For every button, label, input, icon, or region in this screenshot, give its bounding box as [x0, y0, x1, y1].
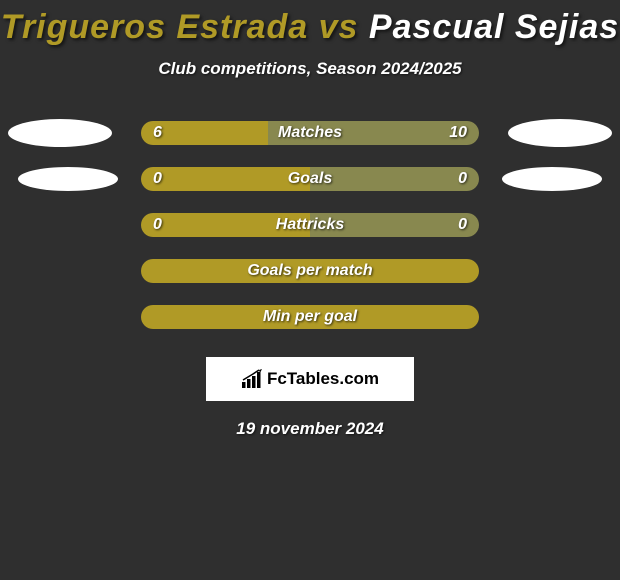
- stat-row: 0 0 Goals: [0, 167, 620, 191]
- stat-value-right: 10: [449, 124, 467, 142]
- stat-row: 6 10 Matches: [0, 121, 620, 145]
- stat-row: 0 0 Hattricks: [0, 213, 620, 237]
- stat-label: Goals: [288, 170, 332, 188]
- stat-bar: 0 0 Hattricks: [141, 213, 479, 237]
- stat-bar: 0 0 Goals: [141, 167, 479, 191]
- bar-fill-left: [141, 167, 310, 191]
- logo-text: FcTables.com: [267, 369, 379, 389]
- stat-label: Hattricks: [276, 216, 344, 234]
- title-vs: vs: [319, 8, 359, 46]
- stat-value-left: 6: [153, 124, 162, 142]
- logo-box: FcTables.com: [206, 357, 414, 401]
- stat-row: Min per goal: [0, 305, 620, 329]
- stat-bar: Goals per match: [141, 259, 479, 283]
- player-marker-left: [18, 167, 118, 191]
- stat-bar: Min per goal: [141, 305, 479, 329]
- bar-fill-right: [310, 167, 479, 191]
- logo-chart-icon: [241, 369, 263, 389]
- player-marker-left: [8, 119, 112, 147]
- stat-value-right: 0: [458, 170, 467, 188]
- stat-bar: 6 10 Matches: [141, 121, 479, 145]
- stat-label: Matches: [278, 124, 342, 142]
- stat-label: Goals per match: [247, 262, 372, 280]
- stat-value-left: 0: [153, 170, 162, 188]
- title-player1: Trigueros Estrada: [1, 8, 308, 46]
- player-marker-right: [502, 167, 602, 191]
- comparison-rows: 6 10 Matches 0 0 Goals 0 0 Hattricks Goals per ma…: [0, 121, 620, 329]
- stat-value-right: 0: [458, 216, 467, 234]
- page-title: Trigueros Estrada vs Pascual Sejias: [0, 0, 620, 47]
- date-text: 19 november 2024: [0, 419, 620, 439]
- stat-row: Goals per match: [0, 259, 620, 283]
- stat-label: Min per goal: [263, 308, 357, 326]
- player-marker-right: [508, 119, 612, 147]
- title-player2: Pascual Sejias: [369, 8, 619, 46]
- stat-value-left: 0: [153, 216, 162, 234]
- subtitle: Club competitions, Season 2024/2025: [0, 59, 620, 79]
